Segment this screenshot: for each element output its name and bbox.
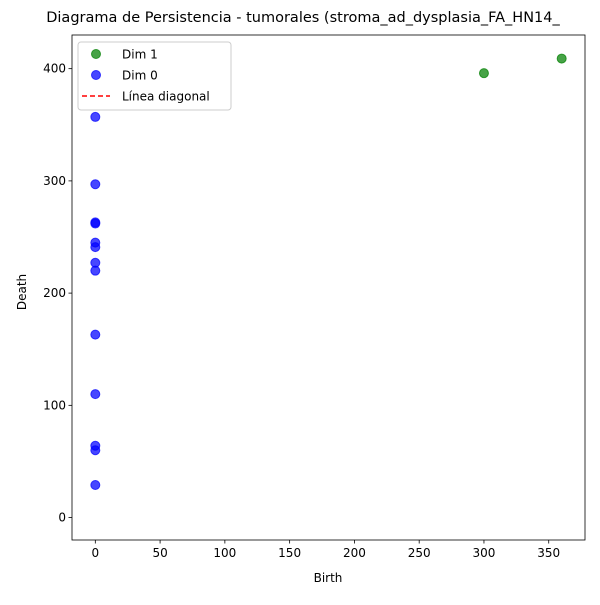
y-tick-label: 100 xyxy=(43,398,66,412)
legend-marker-dim-0 xyxy=(91,70,101,80)
x-tick-label: 50 xyxy=(152,546,167,560)
x-tick-label: 350 xyxy=(537,546,560,560)
point-dim-0 xyxy=(90,440,101,451)
point-dim-0 xyxy=(90,389,101,400)
point-dim-0 xyxy=(90,257,101,268)
point-dim-0 xyxy=(90,480,101,491)
y-tick-label: 300 xyxy=(43,174,66,188)
legend-label-l-nea-diagonal: Línea diagonal xyxy=(122,90,210,104)
x-tick-label: 0 xyxy=(91,546,99,560)
y-tick-label: 400 xyxy=(43,62,66,76)
point-dim-0 xyxy=(90,179,101,190)
point-dim-0 xyxy=(90,237,101,248)
y-axis-label: Death xyxy=(15,274,29,310)
point-dim-1 xyxy=(478,68,489,79)
legend: Dim 1 Dim 0 Línea diagonal xyxy=(77,41,232,111)
chart-title: Diagrama de Persistencia - tumorales (st… xyxy=(46,10,560,26)
y-tick-label: 0 xyxy=(58,511,66,525)
point-dim-1 xyxy=(556,53,567,64)
plot-area: 0 50 100 150 200 250 300 350 0 100 200 300 400 xyxy=(43,34,586,560)
legend-label-dim-1: Dim 1 xyxy=(122,48,158,62)
x-tick-label: 150 xyxy=(278,546,301,560)
plot-frame xyxy=(71,34,586,541)
legend-frame xyxy=(77,41,232,111)
legend-marker-dim-1 xyxy=(91,49,101,59)
point-dim-0 xyxy=(90,217,101,228)
x-tick-label: 250 xyxy=(408,546,431,560)
x-axis-label: Birth xyxy=(314,571,343,585)
x-tick-label: 200 xyxy=(343,546,366,560)
point-dim-0 xyxy=(90,111,101,122)
x-tick-label: 300 xyxy=(473,546,496,560)
x-tick-label: 100 xyxy=(213,546,236,560)
point-dim-0 xyxy=(90,329,101,340)
y-tick-label: 200 xyxy=(43,286,66,300)
legend-label-dim-0: Dim 0 xyxy=(122,69,158,83)
